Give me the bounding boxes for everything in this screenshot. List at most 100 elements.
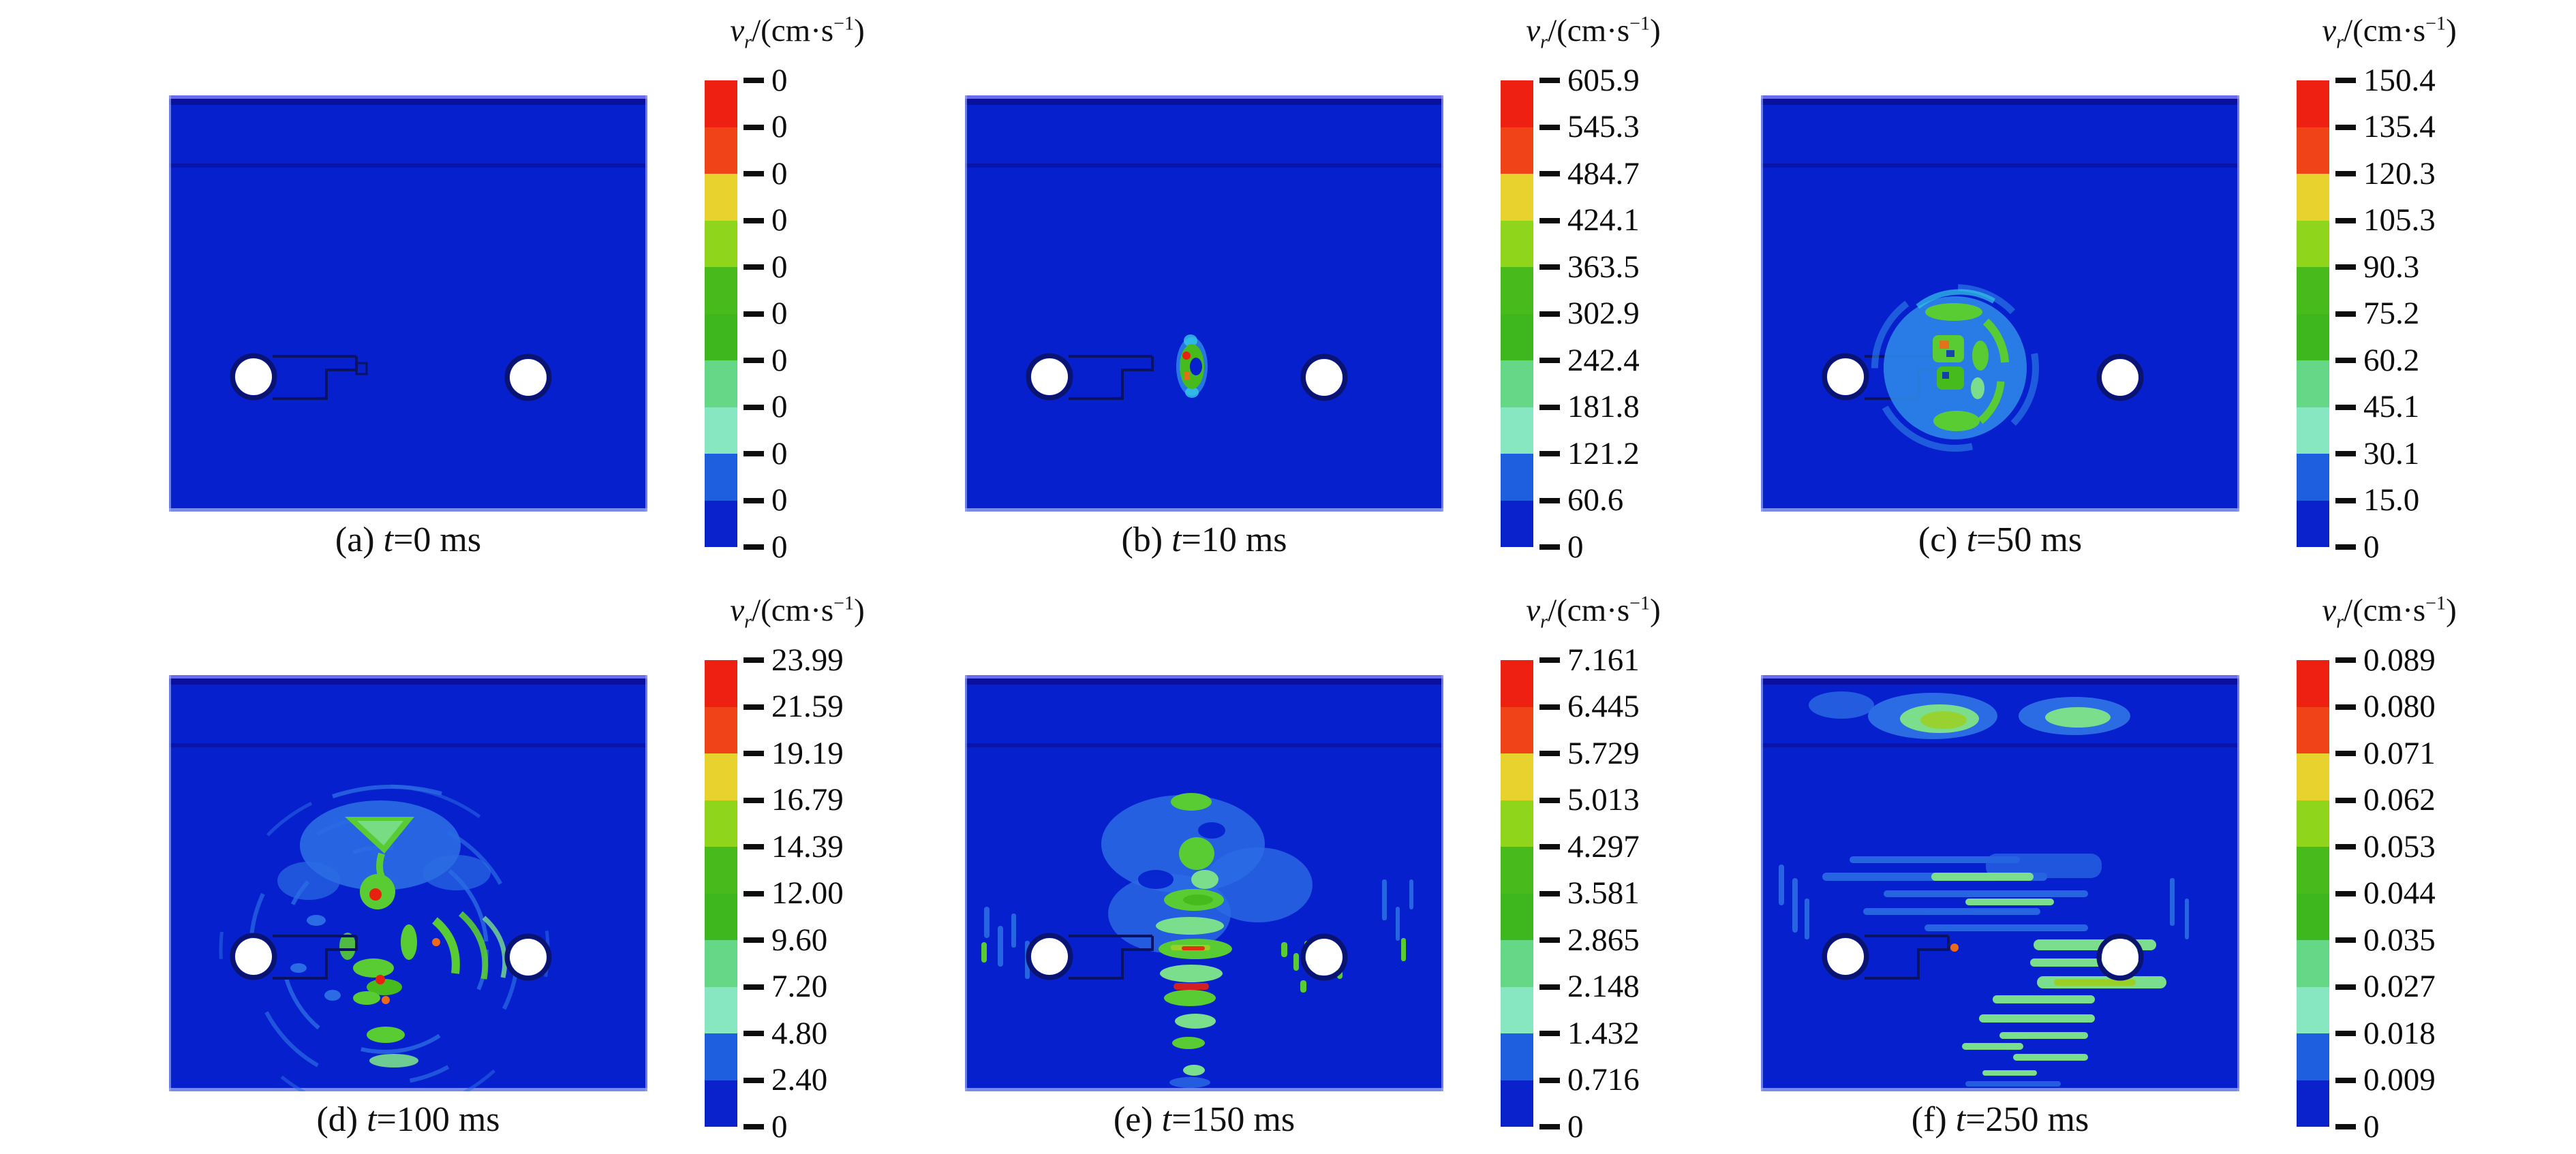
tick-mark [743, 451, 764, 456]
tick-label: 545.3 [1567, 109, 1640, 144]
colorbar-tick: 0 [743, 111, 788, 144]
tick-mark [1539, 890, 1560, 896]
colorbar-segment [1501, 407, 1533, 454]
colorbar-tick: 21.59 [743, 691, 844, 723]
top-edge-band [169, 99, 647, 105]
bottom-edge [169, 1088, 647, 1091]
tick-mark [2335, 937, 2356, 943]
colorbar-segment [1501, 220, 1533, 267]
tick-mark [2335, 844, 2356, 849]
colorbar-tick: 0 [743, 204, 788, 237]
colorbar-segment [705, 80, 737, 127]
tick-label: 2.865 [1567, 922, 1640, 958]
surface-wave-blobs [1809, 691, 2130, 739]
top-edge-highlight [169, 675, 647, 679]
contour-plot-e [965, 675, 1443, 1091]
tick-mark [2335, 124, 2356, 130]
colorbar-gradient [2297, 660, 2329, 1127]
right-borehole [2096, 933, 2144, 981]
figure-row-2: (d) t=100 ms vr/(cm·s−1) 23.99 21.59 19.19… [169, 592, 2576, 1143]
left-borehole [230, 353, 277, 401]
tick-mark [743, 404, 764, 410]
colorbar-segment [705, 313, 737, 360]
colorbar-c: vr/(cm·s−1) 150.4 135.4 120.3 105.3 90.3 75.2… [2297, 12, 2491, 563]
right-borehole [504, 933, 552, 981]
colorbar-tick: 0.716 [1539, 1064, 1640, 1097]
tick-label: 0.053 [2363, 828, 2436, 864]
rock-layer-line [169, 163, 647, 168]
colorbar-segment [2297, 313, 2329, 360]
tick-label: 0 [771, 342, 788, 378]
tick-label: 0 [771, 1108, 788, 1144]
left-edge [965, 675, 967, 1091]
tick-label: 2.40 [771, 1062, 828, 1097]
colorbar-a: vr/(cm·s−1) 0 0 0 0 0 0 0 0 0 0 0 [705, 12, 900, 563]
colorbar-ticks: 0 0 0 0 0 0 0 0 0 0 0 [743, 64, 788, 563]
tick-label: 12.00 [771, 875, 844, 911]
subfigure-caption-a: (a) t=0 ms [335, 520, 482, 559]
colorbar-tick: 605.9 [1539, 64, 1640, 97]
tick-label: 0 [771, 109, 788, 144]
colorbar-tick: 23.99 [743, 644, 844, 676]
tick-mark [2335, 311, 2356, 317]
tick-label: 424.1 [1567, 202, 1640, 238]
colorbar-tick: 45.1 [2335, 391, 2436, 424]
colorbar-tick: 0 [743, 157, 788, 190]
tick-mark [1539, 497, 1560, 503]
colorbar-segment [1501, 660, 1533, 707]
left-edge [965, 95, 967, 512]
tick-label: 363.5 [1567, 249, 1640, 285]
colorbar-tick: 3.581 [1539, 877, 1640, 910]
right-borehole [1300, 354, 1348, 401]
colorbar-tick: 0.027 [2335, 971, 2436, 1003]
colorbar-ticks: 0.089 0.080 0.071 0.062 0.053 0.044 0.035 0.027… [2335, 644, 2436, 1143]
colorbar-segment [1501, 267, 1533, 314]
colorbar-tick: 75.2 [2335, 298, 2436, 330]
colorbar-tick: 120.3 [2335, 157, 2436, 190]
tick-label: 0 [2363, 1108, 2380, 1144]
colorbar-title: vr/(cm·s−1) [1526, 593, 1661, 633]
tick-label: 0.035 [2363, 922, 2436, 958]
bottom-edge [169, 508, 647, 512]
tick-mark [743, 1077, 764, 1083]
colorbar-tick: 9.60 [743, 924, 844, 956]
colorbar-tick: 19.19 [743, 737, 844, 770]
tick-label: 45.1 [2363, 389, 2420, 424]
tick-mark [1539, 358, 1560, 363]
top-edge-band [1761, 99, 2239, 105]
colorbar-segment [705, 360, 737, 407]
tick-mark [1539, 1031, 1560, 1036]
rock-layer-line [965, 163, 1443, 168]
colorbar-segment [1501, 753, 1533, 800]
tick-label: 0 [771, 389, 788, 424]
colorbar-segment [2297, 360, 2329, 407]
tick-label: 60.6 [1567, 482, 1624, 518]
tick-label: 9.60 [771, 922, 828, 958]
colorbar-segment [705, 127, 737, 174]
tick-label: 19.19 [771, 735, 844, 771]
colorbar-tick: 15.0 [2335, 484, 2436, 517]
tick-label: 0 [1567, 1108, 1584, 1144]
colorbar-segment [2297, 1033, 2329, 1080]
colorbar-tick: 0.009 [2335, 1064, 2436, 1097]
colorbar-tick: 4.297 [1539, 830, 1640, 863]
tick-mark [743, 984, 764, 990]
colorbar-f: vr/(cm·s−1) 0.089 0.080 0.071 0.062 0.053 0.0… [2297, 592, 2491, 1143]
colorbar-tick: 2.40 [743, 1064, 844, 1097]
colorbar-tick: 0.044 [2335, 877, 2436, 910]
subfigure-caption-c: (c) t=50 ms [1918, 520, 2083, 559]
colorbar-segment [705, 800, 737, 847]
tick-label: 15.0 [2363, 482, 2420, 518]
colorbar-segment [2297, 986, 2329, 1033]
tick-label: 0 [771, 296, 788, 331]
subfigure-d: (d) t=100 ms vr/(cm·s−1) 23.99 21.59 19.19… [169, 592, 900, 1143]
tick-label: 0 [771, 202, 788, 238]
rock-layer-line [1761, 163, 2239, 168]
colorbar-segment [1501, 127, 1533, 174]
tick-label: 2.148 [1567, 969, 1640, 1004]
tick-label: 0 [771, 249, 788, 285]
tick-label: 4.297 [1567, 828, 1640, 864]
colorbar-gradient [1501, 80, 1533, 547]
tick-mark [743, 704, 764, 710]
colorbar-title: vr/(cm·s−1) [2322, 593, 2457, 633]
